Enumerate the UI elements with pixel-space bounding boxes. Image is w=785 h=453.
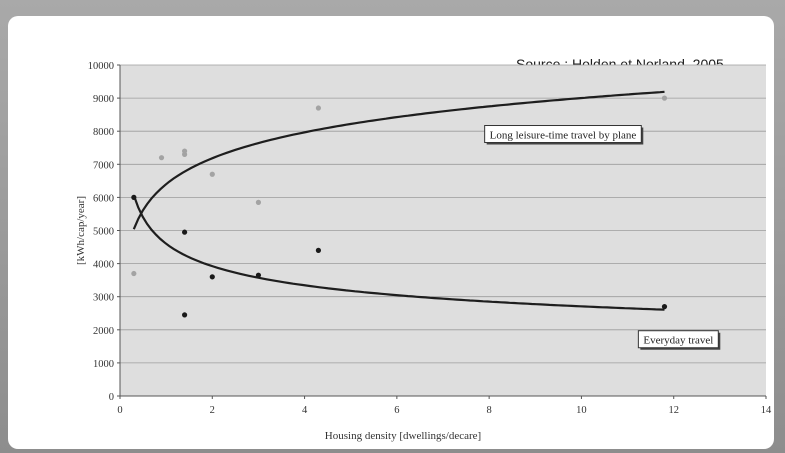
y-axis-title: [kWh/cap/year] — [75, 196, 87, 265]
data-point-series-1 — [158, 155, 165, 161]
y-tick-label: 7000 — [93, 160, 114, 171]
data-point-series-2 — [209, 274, 215, 280]
x-tick-label: 0 — [117, 405, 122, 416]
x-tick-label: 12 — [668, 405, 679, 416]
data-point-series-2 — [182, 229, 188, 235]
y-tick-label: 1000 — [93, 359, 114, 370]
data-point-series-1 — [315, 105, 322, 111]
x-tick-label: 8 — [487, 405, 492, 416]
y-tick-label: 2000 — [93, 326, 114, 337]
x-tick-label: 4 — [302, 405, 308, 416]
x-axis-title: Housing density [dwellings/decare] — [325, 430, 481, 442]
annotation-box — [484, 125, 642, 144]
data-point-series-2 — [182, 312, 188, 318]
y-tick-label: 6000 — [93, 193, 114, 204]
data-point-series-2 — [315, 247, 322, 253]
x-tick-label: 6 — [394, 405, 399, 416]
data-point-series-1 — [131, 270, 137, 277]
data-point-series-1 — [209, 171, 215, 177]
data-point-series-1 — [661, 95, 668, 101]
annotation-label: Everyday travel — [637, 330, 721, 350]
x-tick-label: 2 — [210, 405, 215, 416]
data-point-series-2 — [255, 272, 262, 278]
data-point-series-1 — [182, 148, 188, 154]
data-point-series-2 — [131, 194, 137, 200]
y-tick-label: 9000 — [93, 94, 114, 105]
y-tick-label: 3000 — [93, 293, 114, 304]
data-point-series-2 — [661, 304, 668, 310]
annotation-text: Long leisure-time travel by plane — [490, 130, 637, 142]
annotation-label: Long leisure-time travel by plane — [484, 125, 644, 145]
annotation-box — [637, 330, 719, 349]
y-tick-label: 10000 — [88, 61, 114, 72]
trend-line-series-2 — [132, 194, 665, 311]
y-tick-label: 0 — [109, 392, 114, 403]
x-tick-label: 14 — [761, 405, 772, 416]
y-tick-label: 4000 — [93, 260, 114, 271]
data-point-series-1 — [255, 199, 262, 205]
trend-line-series-1 — [132, 90, 665, 230]
annotation-text: Everyday travel — [643, 335, 713, 347]
x-tick-label: 10 — [576, 405, 587, 416]
y-tick-label: 5000 — [93, 227, 114, 238]
y-tick-label: 8000 — [93, 127, 114, 138]
